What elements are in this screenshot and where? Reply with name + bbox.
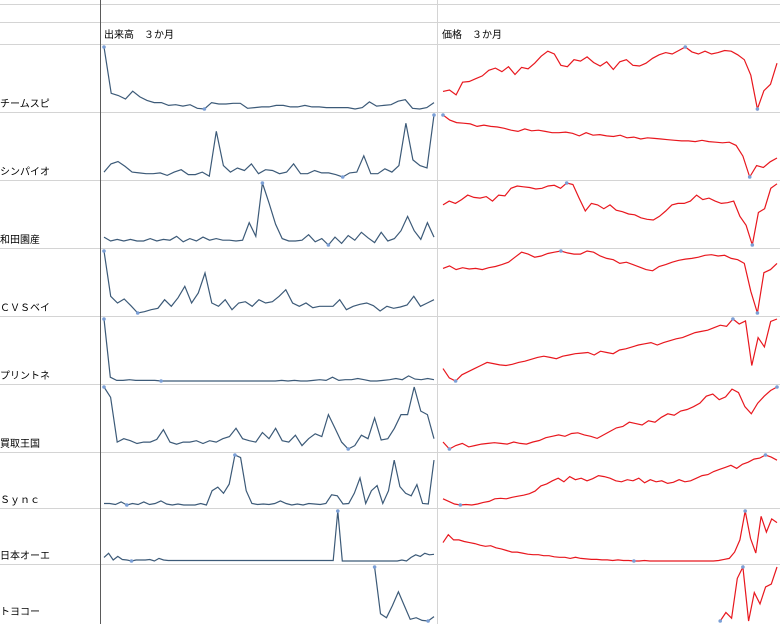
grid-line: [0, 22, 780, 23]
grid-line: [437, 0, 438, 624]
stock-name-cell[interactable]: 日本オーエ: [0, 551, 50, 562]
grid-line: [0, 564, 780, 565]
volume-sparkline: [104, 454, 435, 506]
sparkline-high-marker: [743, 509, 747, 513]
sparkline-low-marker: [326, 243, 331, 247]
sparkline-low-marker: [458, 503, 463, 507]
sparkline-low-marker: [346, 447, 351, 451]
sparkline-low-marker: [755, 311, 760, 315]
sparkline-high-marker: [763, 453, 768, 457]
sparkline-low-marker: [125, 503, 129, 507]
grid-line: [0, 452, 780, 453]
sparkline-low-marker: [202, 107, 207, 111]
price-sparkline: [442, 386, 778, 450]
sparkline-high-marker: [441, 113, 445, 117]
sparkline-high-marker: [683, 45, 688, 49]
price-sparkline: [442, 454, 778, 506]
grid-line: [0, 4, 780, 5]
grid-line: [0, 248, 780, 249]
stock-name-cell[interactable]: 買取王国: [0, 439, 40, 450]
sparkline-high-marker: [102, 45, 106, 49]
sparkline-high-marker: [102, 249, 106, 253]
sparkline-low-marker: [426, 619, 430, 623]
price-header[interactable]: 価格 ３か月: [442, 30, 502, 41]
grid-line: [0, 508, 780, 509]
grid-line: [0, 384, 780, 385]
volume-sparkline: [103, 510, 435, 562]
sparkline-low-marker: [747, 175, 752, 179]
sparkline-low-marker: [453, 379, 458, 383]
frozen-pane-divider: [100, 0, 101, 624]
sparkline-high-marker: [559, 249, 563, 253]
stock-name-cell[interactable]: プリントネ: [0, 371, 50, 382]
sparkline-high-marker: [102, 385, 106, 389]
sparkline-high-marker: [260, 181, 265, 185]
volume-sparkline: [374, 566, 435, 622]
volume-sparkline: [103, 386, 435, 450]
sparkline-low-marker: [718, 619, 722, 623]
sparkline-low-marker: [632, 559, 636, 563]
stock-name-cell[interactable]: 和田園産: [0, 235, 40, 246]
price-sparkline: [442, 46, 778, 112]
volume-sparkline: [103, 114, 435, 178]
volume-sparkline: [103, 318, 435, 382]
grid-line: [0, 44, 780, 45]
stock-name-cell[interactable]: ＣＶＳベイ: [0, 303, 50, 314]
grid-line: [0, 112, 780, 113]
stock-name-cell[interactable]: シンパイオ: [0, 167, 50, 178]
sparkline-low-marker: [159, 379, 163, 383]
sparkline-high-marker: [233, 453, 237, 457]
sparkline-high-marker: [336, 509, 340, 513]
stock-name-cell[interactable]: Ｓｙｎｃ: [0, 495, 40, 506]
sparkline-high-marker: [731, 317, 735, 321]
sparkline-high-marker: [564, 181, 569, 185]
grid-line: [0, 316, 780, 317]
sparkline-low-marker: [750, 243, 755, 247]
volume-sparkline: [103, 46, 435, 110]
sparkline-low-marker: [755, 107, 760, 111]
sparkline-high-marker: [741, 565, 745, 569]
sparkline-low-marker: [340, 175, 345, 179]
sparkline-low-marker: [447, 447, 452, 451]
volume-sparkline: [103, 182, 435, 246]
volume-sparkline: [103, 250, 435, 314]
sparkline-high-marker: [432, 113, 436, 117]
price-sparkline: [442, 182, 778, 246]
price-sparkline: [442, 114, 778, 179]
stock-name-cell[interactable]: チームスピ: [0, 99, 50, 110]
volume-header[interactable]: 出来高 ３か月: [104, 30, 174, 41]
grid-line: [0, 180, 780, 181]
price-sparkline: [719, 564, 778, 622]
price-sparkline: [442, 510, 778, 562]
stock-name-cell[interactable]: トヨコー: [0, 607, 40, 618]
sparkline-high-marker: [372, 565, 377, 569]
price-sparkline: [442, 250, 778, 314]
sparkline-low-marker: [135, 311, 140, 315]
price-sparkline: [442, 318, 778, 382]
sparkline-high-marker: [102, 317, 106, 321]
sparkline-high-marker: [775, 385, 779, 389]
sparkline-low-marker: [129, 559, 134, 563]
